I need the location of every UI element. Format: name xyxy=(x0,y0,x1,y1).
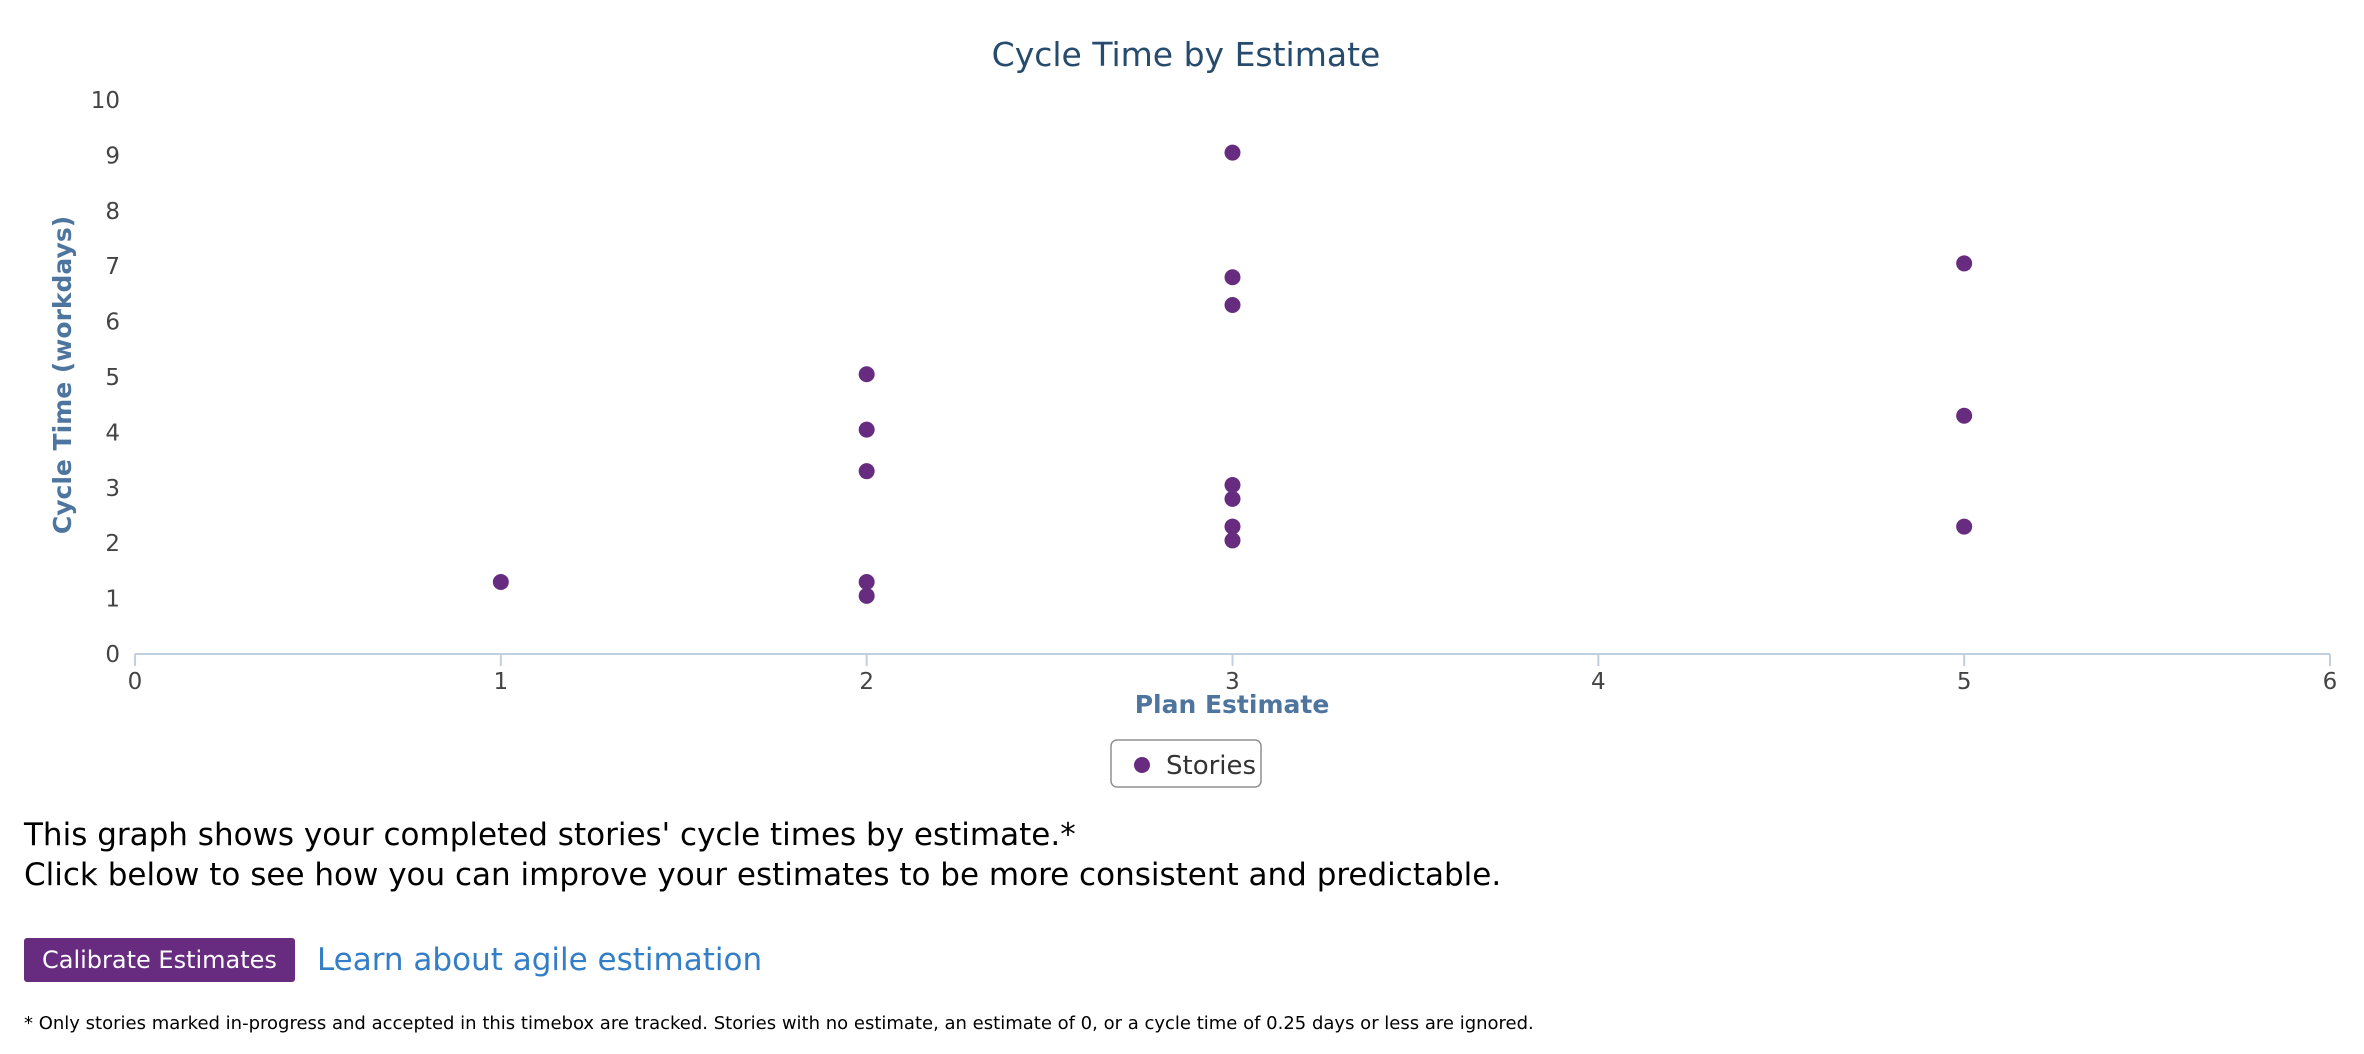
y-tick-label: 10 xyxy=(91,88,120,114)
scatter-chart: Cycle Time by Estimate 0 1 2 3 4 5 6 7 8 9 10 0 1 2 3… xyxy=(48,35,2338,788)
x-tick-label: 3 xyxy=(1225,669,1240,695)
chart-title: Cycle Time by Estimate xyxy=(992,35,1381,74)
data-point[interactable] xyxy=(1224,477,1241,494)
calibrate-estimates-button[interactable]: Calibrate Estimates xyxy=(24,938,295,982)
description-line-1: This graph shows your completed stories'… xyxy=(24,817,1076,853)
data-point[interactable] xyxy=(858,587,875,604)
data-point[interactable] xyxy=(858,366,875,383)
data-point[interactable] xyxy=(1224,532,1241,549)
stories-series xyxy=(492,144,1973,604)
legend-box xyxy=(1110,739,1262,788)
data-point[interactable] xyxy=(858,573,875,590)
data-point[interactable] xyxy=(1224,296,1241,313)
x-tick-label: 1 xyxy=(494,669,509,695)
y-tick-label: 1 xyxy=(105,587,120,613)
x-tick-label: 4 xyxy=(1591,669,1606,695)
data-point[interactable] xyxy=(858,421,875,438)
data-point[interactable] xyxy=(492,573,509,590)
data-point[interactable] xyxy=(1224,269,1241,286)
data-point[interactable] xyxy=(1956,518,1973,535)
data-point[interactable] xyxy=(1224,490,1241,507)
x-axis-ticks: 0 1 2 3 4 5 6 xyxy=(128,654,2338,695)
data-point[interactable] xyxy=(1224,144,1241,161)
actions-row: Calibrate Estimates Learn about agile es… xyxy=(24,938,762,982)
data-point[interactable] xyxy=(1224,518,1241,535)
data-point[interactable] xyxy=(1956,255,1973,272)
y-axis-title: Cycle Time (workdays) xyxy=(48,216,77,534)
data-point[interactable] xyxy=(858,463,875,480)
learn-agile-estimation-link[interactable]: Learn about agile estimation xyxy=(316,942,763,978)
legend-marker xyxy=(1134,757,1150,773)
y-tick-label: 4 xyxy=(105,420,120,446)
y-tick-label: 0 xyxy=(105,642,120,668)
y-tick-label: 2 xyxy=(105,531,120,557)
x-axis-title: Plan Estimate xyxy=(1135,690,1330,719)
y-tick-label: 9 xyxy=(105,143,120,169)
footnote: * Only stories marked in-progress and ac… xyxy=(24,1013,1534,1034)
x-tick-label: 2 xyxy=(859,669,874,695)
x-tick-label: 0 xyxy=(128,669,143,695)
description-line-2: Click below to see how you can improve y… xyxy=(24,857,1502,893)
y-tick-label: 5 xyxy=(105,365,120,391)
y-tick-label: 8 xyxy=(105,199,120,225)
legend[interactable]: Stories xyxy=(1110,739,1262,788)
chart-description: This graph shows your completed stories'… xyxy=(24,815,1501,895)
y-tick-label: 6 xyxy=(105,310,120,336)
data-point[interactable] xyxy=(1956,407,1973,424)
y-tick-label: 3 xyxy=(105,476,120,502)
x-tick-label: 5 xyxy=(1957,669,1972,695)
legend-label-stories: Stories xyxy=(1166,751,1256,781)
x-tick-label: 6 xyxy=(2323,669,2338,695)
y-tick-label: 7 xyxy=(105,254,120,280)
y-axis-ticks: 0 1 2 3 4 5 6 7 8 9 10 xyxy=(91,88,120,668)
